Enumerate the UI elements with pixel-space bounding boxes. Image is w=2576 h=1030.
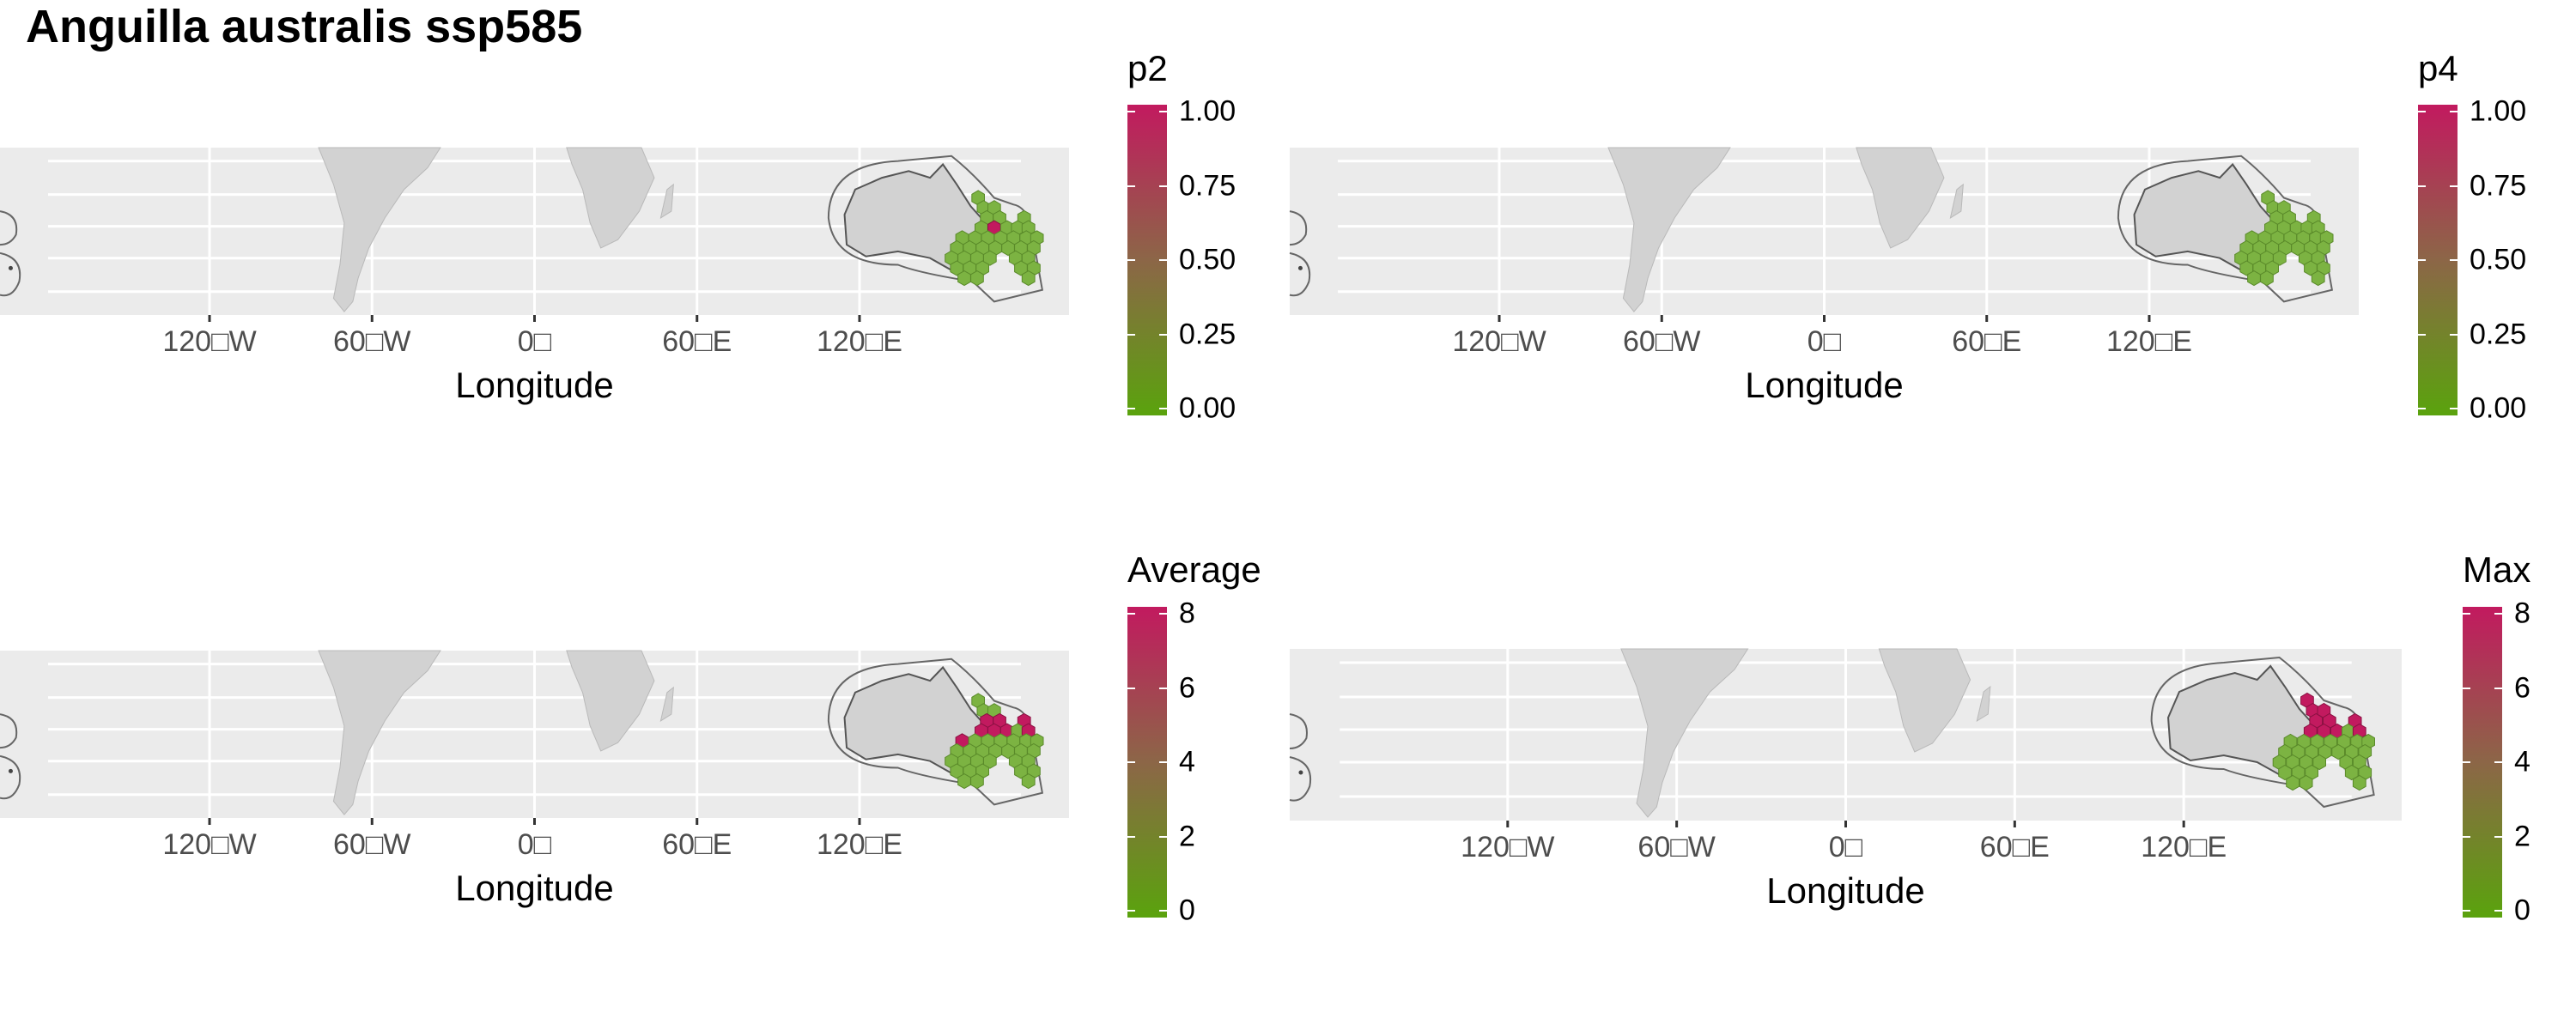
occurrence-cell <box>957 270 971 287</box>
occurrence-cell <box>2286 774 2300 791</box>
x-tick-label: 120□E <box>2105 325 2192 358</box>
legend-label: 1.00 <box>2470 94 2527 128</box>
legend-label: 1.00 <box>1179 94 1236 128</box>
occurrence-cell <box>2352 774 2366 791</box>
occurrence-cell <box>2299 774 2313 791</box>
legend-label: 0.75 <box>2470 169 2527 202</box>
legend-label: 0 <box>2514 894 2530 927</box>
occurrence-cell <box>2311 270 2325 287</box>
occurrence-cell <box>970 270 984 287</box>
x-tick-label: 0□ <box>517 325 552 358</box>
legend-label: 8 <box>2514 597 2530 630</box>
legend-label: 0.00 <box>1179 391 1236 425</box>
occurrence-cell <box>2344 764 2359 781</box>
map-canvas <box>1289 648 2402 827</box>
legend-label: 0.50 <box>2470 243 2527 276</box>
x-tick-label: 0□ <box>1807 325 1842 358</box>
x-axis-title: Longitude <box>1766 870 1925 911</box>
legend-title: p4 <box>2418 48 2458 88</box>
x-tick-label: 120□W <box>1452 325 1546 358</box>
occurrence-cell <box>957 773 971 790</box>
map-canvas <box>0 147 1069 322</box>
south-america-shape <box>318 147 441 312</box>
legend-label: 0.00 <box>2470 391 2527 425</box>
africa-shape <box>1878 648 1971 753</box>
occurrence-cell <box>970 773 984 790</box>
map-canvas <box>0 650 1069 825</box>
legend-label: 6 <box>1179 671 1195 704</box>
legend-label: 2 <box>1179 820 1195 852</box>
x-tick-label: 60□W <box>1623 325 1701 358</box>
south-america-shape <box>318 650 441 815</box>
legend-label: 2 <box>2514 820 2530 852</box>
x-tick-label: 120□W <box>162 828 257 861</box>
africa-shape <box>566 650 655 752</box>
map-canvas <box>1289 147 2359 322</box>
occurrence-cell <box>2247 270 2261 287</box>
madagascar-shape <box>659 183 674 219</box>
x-axis-title: Longitude <box>455 868 614 908</box>
x-axis-title: Longitude <box>455 365 614 405</box>
x-tick-label: 0□ <box>1828 831 1863 863</box>
x-tick-label: 0□ <box>517 828 552 861</box>
x-tick-label: 60□E <box>662 828 732 861</box>
dateline-outline <box>0 713 21 800</box>
x-tick-label: 60□E <box>1952 325 2022 358</box>
legend-label: 0.50 <box>1179 243 1236 276</box>
occurrence-cell <box>2312 754 2326 771</box>
x-tick-label: 60□E <box>662 325 732 358</box>
x-tick-label: 60□E <box>1979 831 2050 863</box>
africa-shape <box>1856 147 1945 249</box>
occurrence-cell <box>2278 764 2292 781</box>
legend-label: 6 <box>2514 671 2530 704</box>
occurrence-cell <box>983 753 997 769</box>
x-tick-label: 60□W <box>1637 831 1716 863</box>
island-dot <box>1297 265 1303 270</box>
legend-label: 0.25 <box>2470 318 2527 350</box>
legend-label: 0.25 <box>1179 318 1236 350</box>
x-tick-label: 60□W <box>333 325 411 358</box>
madagascar-shape <box>659 686 674 722</box>
legend-title: Max <box>2463 549 2531 590</box>
occurrence-cell <box>2331 743 2345 760</box>
dateline-outline <box>1289 210 1311 297</box>
x-tick-label: 120□W <box>1461 831 1555 863</box>
x-tick-label: 120□E <box>816 325 902 358</box>
legend-title: p2 <box>1127 48 1168 88</box>
occurrence-cell <box>1021 773 1036 790</box>
south-america-shape <box>1607 147 1731 312</box>
madagascar-shape <box>1949 183 1964 219</box>
legend-label: 8 <box>1179 597 1195 630</box>
dateline-outline <box>1289 713 1312 802</box>
occurrence-cell <box>2273 250 2287 266</box>
page-title: Anguilla australis ssp585 <box>26 1 583 52</box>
legend-label: 4 <box>1179 745 1195 779</box>
occurrence-cell <box>2260 270 2274 287</box>
island-dot <box>8 768 13 773</box>
legend-label: 0 <box>1179 894 1195 927</box>
legend-label: 0.75 <box>1179 169 1236 202</box>
x-axis-title: Longitude <box>1745 365 1904 405</box>
africa-shape <box>566 147 655 249</box>
x-tick-label: 120□E <box>2141 831 2227 863</box>
south-america-shape <box>1620 648 1749 818</box>
legend-title: Average <box>1127 549 1261 590</box>
legend-label: 4 <box>2514 745 2530 779</box>
dateline-outline <box>0 210 21 297</box>
island-dot <box>8 265 13 270</box>
x-tick-label: 60□W <box>333 828 411 861</box>
madagascar-shape <box>1976 685 1991 723</box>
x-tick-label: 120□E <box>816 828 902 861</box>
occurrence-cell <box>1021 270 1036 287</box>
x-tick-label: 120□W <box>162 325 257 358</box>
island-dot <box>1298 770 1303 775</box>
occurrence-cell <box>983 250 997 266</box>
